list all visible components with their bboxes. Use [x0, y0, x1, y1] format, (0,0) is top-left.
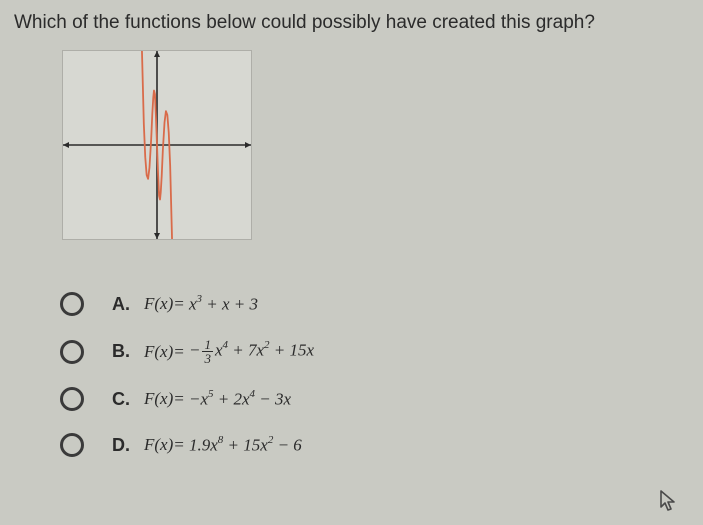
option-c[interactable]: C. F(x)= −x5 + 2x4 − 3x: [60, 387, 314, 411]
option-letter: A.: [112, 294, 134, 315]
option-a[interactable]: A. F(x)= x3 + x + 3: [60, 292, 314, 316]
cursor-icon: [659, 489, 679, 513]
option-formula: F(x)= −13x4 + 7x2 + 15x: [144, 338, 314, 365]
radio-c[interactable]: [60, 387, 84, 411]
option-letter: B.: [112, 341, 134, 362]
option-formula: F(x)= −x5 + 2x4 − 3x: [144, 389, 291, 410]
option-letter: C.: [112, 389, 134, 410]
option-formula: F(x)= 1.9x8 + 15x2 − 6: [144, 435, 302, 456]
question-text: Which of the functions below could possi…: [14, 12, 595, 34]
option-letter: D.: [112, 435, 134, 456]
graph-panel: [62, 50, 252, 240]
function-graph: [63, 51, 251, 239]
option-formula: F(x)= x3 + x + 3: [144, 294, 258, 315]
option-d[interactable]: D. F(x)= 1.9x8 + 15x2 − 6: [60, 433, 314, 457]
options-list: A. F(x)= x3 + x + 3 B. F(x)= −13x4 + 7x2…: [60, 292, 314, 479]
radio-d[interactable]: [60, 433, 84, 457]
option-b[interactable]: B. F(x)= −13x4 + 7x2 + 15x: [60, 338, 314, 365]
radio-a[interactable]: [60, 292, 84, 316]
radio-b[interactable]: [60, 340, 84, 364]
